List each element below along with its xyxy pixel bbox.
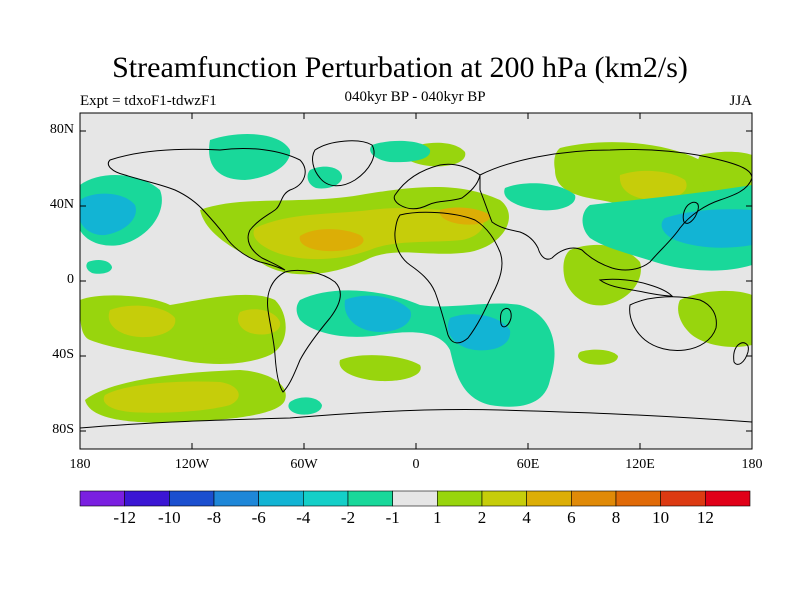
lon-label-120e: 120E	[625, 457, 655, 472]
contour-green-small-south	[578, 349, 618, 365]
colorbar-label: 4	[522, 508, 531, 527]
greenland-outline	[312, 140, 375, 187]
contour-cyan-north-pacific-west	[80, 193, 136, 236]
colorbar-label: -2	[340, 508, 356, 527]
axis-ticks	[79, 113, 753, 449]
madagascar-outline	[499, 307, 512, 328]
lon-label-0: 0	[412, 457, 420, 472]
chart-subtitle: 040kyr BP - 040kyr BP	[344, 89, 486, 105]
colorbar-label: -1	[385, 508, 400, 527]
colorbar-swatch	[213, 490, 259, 507]
colorbar-label: -10	[157, 508, 181, 527]
contour-green-south-indian	[339, 355, 421, 382]
colorbar-swatch	[347, 490, 393, 507]
contour-green-pacific-tropics	[563, 244, 641, 306]
lat-label-80n: 80N	[49, 122, 74, 137]
contour-teal-central-asia	[504, 183, 576, 211]
coastlines	[80, 140, 752, 429]
contour-yellow-asia	[619, 170, 687, 200]
contour-cyan-south-atlantic	[344, 295, 411, 332]
indonesia-outline	[598, 278, 674, 297]
colorbar-swatch	[392, 490, 438, 507]
season-label: JJA	[729, 93, 752, 109]
lon-label-120w: 120W	[174, 457, 210, 472]
colorbar-swatch	[615, 490, 661, 507]
contour-teal-arctic	[209, 134, 291, 180]
contour-teal-pacific-small	[86, 259, 112, 274]
south-america-outline	[267, 269, 341, 393]
colorbar-swatch	[660, 490, 706, 507]
colorbar-label: -6	[251, 508, 266, 527]
experiment-label: Expt = tdxoF1-tdwzF1	[80, 93, 217, 109]
japan-outline	[682, 201, 699, 224]
contour-cyan-north-pacific-east	[661, 209, 752, 248]
colorbar-label: 10	[652, 508, 670, 527]
new-zealand-outline	[733, 342, 749, 365]
lon-label-60w: 60W	[290, 457, 318, 472]
contour-teal-arctic-europe	[370, 140, 431, 163]
africa-outline	[394, 211, 503, 344]
contour-orange-mediterranean	[439, 207, 491, 225]
colorbar-swatch	[79, 490, 125, 507]
colorbar	[79, 490, 751, 507]
contour-yellow-southern-ocean	[103, 381, 239, 413]
colorbar-label: 12	[696, 508, 714, 527]
colorbar-swatch	[258, 490, 304, 507]
contour-teal-south-america-tip	[288, 397, 322, 415]
lat-label-80s: 80S	[52, 422, 74, 437]
chart-title: Streamfunction Perturbation at 200 hPa (…	[112, 51, 688, 84]
colorbar-swatch	[481, 490, 527, 507]
contour-fields	[80, 134, 752, 423]
contour-orange-atlantic	[299, 229, 364, 252]
colorbar-swatch	[571, 490, 617, 507]
colorbar-label: 6	[567, 508, 576, 527]
contour-yellow-south-pacific-2	[237, 309, 281, 335]
europe-outline	[393, 163, 481, 210]
colorbar-label: -8	[206, 508, 222, 527]
contour-green-australia-east	[678, 290, 752, 347]
colorbar-swatch	[705, 490, 751, 507]
colorbar-swatch	[526, 490, 572, 507]
asia-outline	[479, 148, 752, 271]
colorbar-label: 8	[611, 508, 621, 527]
contour-yellow-south-pacific-1	[108, 305, 176, 338]
lon-label-180w: 180	[69, 457, 91, 472]
lon-label-180e: 180	[741, 457, 763, 472]
lat-label-40s: 40S	[52, 347, 74, 362]
contour-green-pacific-south-small	[203, 342, 240, 359]
australia-outline	[629, 296, 717, 351]
colorbar-label: -4	[296, 508, 311, 527]
colorbar-label: 1	[433, 508, 442, 527]
lat-label-40n: 40N	[49, 197, 74, 212]
lat-label-0: 0	[67, 272, 74, 287]
colorbar-swatch	[169, 490, 215, 507]
colorbar-swatch	[124, 490, 170, 507]
lon-label-60e: 60E	[516, 457, 540, 472]
colorbar-swatch	[437, 490, 483, 507]
colorbar-label: -12	[113, 508, 136, 527]
colorbar-label: 2	[477, 508, 487, 527]
colorbar-swatch	[303, 490, 349, 507]
north-america-outline	[107, 148, 306, 271]
antarctica-outline	[80, 408, 752, 429]
